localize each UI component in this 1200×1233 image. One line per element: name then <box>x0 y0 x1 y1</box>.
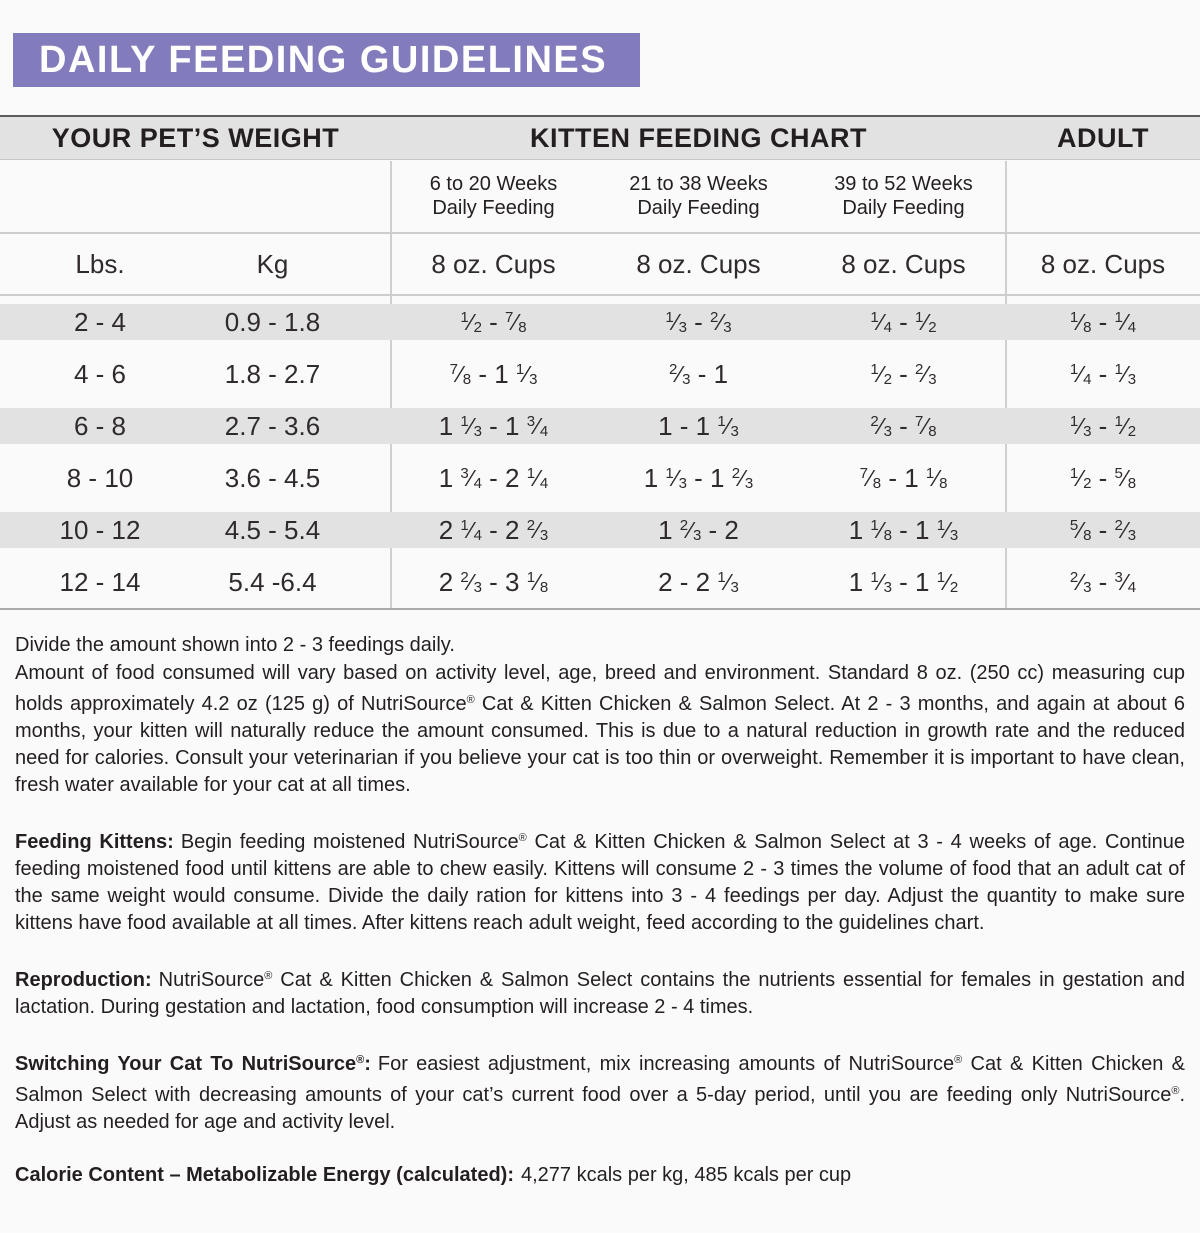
table-row: 6 - 8 2.7 - 3.6 1 1⁄3 - 1 3⁄4 1 - 1 1⁄3 … <box>0 400 1200 452</box>
kg-header: Kg <box>256 248 289 279</box>
feeding-guidelines-page: DAILY FEEDING GUIDELINES YOUR PET’S WEIG… <box>0 33 1200 1233</box>
kitten-feeding-cell-3: 1 1⁄3 - 1 1⁄2 <box>848 566 959 597</box>
notes-section: Divide the amount shown into 2 - 3 feedi… <box>15 632 1185 1189</box>
table-row: 8 - 10 3.6 - 4.5 1 3⁄4 - 2 1⁄4 1 1⁄3 - 1… <box>0 452 1200 504</box>
lbs-cell: 2 - 4 <box>73 306 127 337</box>
section-header-row: YOUR PET’S WEIGHT KITTEN FEEDING CHART A… <box>0 117 1200 160</box>
units-row: Lbs. Kg 8 oz. Cups 8 oz. Cups 8 oz. Cups… <box>0 234 1200 296</box>
divide-note: Divide the amount shown into 2 - 3 feedi… <box>15 634 455 656</box>
week-sublabel: Daily Feeding <box>432 197 555 219</box>
kitten-feeding-cell-1: 1 3⁄4 - 2 1⁄4 <box>438 462 549 493</box>
kitten-feeding-cell-2: 2⁄3 - 1 <box>668 358 729 389</box>
kitten-section-header: KITTEN FEEDING CHART <box>530 122 867 153</box>
week-range: 21 to 38 Weeks <box>629 173 768 195</box>
week-sublabel: Daily Feeding <box>637 197 760 219</box>
kitten-feeding-cell-3: 1⁄2 - 2⁄3 <box>870 358 937 389</box>
note-paragraph-feeding-kittens: Feeding Kittens: Begin feeding moistened … <box>15 825 1185 937</box>
note-paragraph-general: Amount of food consumed will vary based … <box>15 660 1185 799</box>
week-header-39-52: 39 to 52 Weeks Daily Feeding <box>801 172 1006 220</box>
title-bar: DAILY FEEDING GUIDELINES <box>13 33 640 87</box>
kitten-feeding-cell-1: 2 2⁄3 - 3 1⁄8 <box>438 566 549 597</box>
kitten-feeding-cell-2: 1 1⁄3 - 1 2⁄3 <box>643 462 754 493</box>
week-range: 39 to 52 Weeks <box>834 173 973 195</box>
paragraph-lead: Switching Your Cat To NutriSource®: <box>15 1053 371 1075</box>
week-header-6-20: 6 to 20 Weeks Daily Feeding <box>391 172 596 220</box>
kg-cell: 4.5 - 5.4 <box>224 514 321 545</box>
cups-header-kitten-1: 8 oz. Cups <box>431 248 556 279</box>
kg-cell: 3.6 - 4.5 <box>224 462 321 493</box>
lbs-cell: 10 - 12 <box>59 514 141 545</box>
lbs-cell: 6 - 8 <box>73 410 127 441</box>
table-row: 10 - 12 4.5 - 5.4 2 1⁄4 - 2 2⁄3 1 2⁄3 - … <box>0 504 1200 556</box>
lbs-cell: 8 - 10 <box>66 462 134 493</box>
note-paragraph-switching: Switching Your Cat To NutriSource®: For e… <box>15 1047 1185 1136</box>
week-header-21-38: 21 to 38 Weeks Daily Feeding <box>596 172 801 220</box>
kg-cell: 0.9 - 1.8 <box>224 306 321 337</box>
adult-feeding-cell: 1⁄3 - 1⁄2 <box>1069 410 1137 441</box>
table-row: 2 - 4 0.9 - 1.8 1⁄2 - 7⁄8 1⁄3 - 2⁄3 1⁄4 … <box>0 296 1200 348</box>
adult-feeding-cell: 5⁄8 - 2⁄3 <box>1069 514 1137 545</box>
kg-cell: 2.7 - 3.6 <box>224 410 321 441</box>
kitten-feeding-cell-2: 2 - 2 1⁄3 <box>658 566 739 597</box>
adult-feeding-cell: 1⁄8 - 1⁄4 <box>1069 306 1137 337</box>
cups-header-kitten-3: 8 oz. Cups <box>841 248 966 279</box>
paragraph-text: 4,277 kcals per kg, 485 kcals per cup <box>520 1164 852 1186</box>
week-range: 6 to 20 Weeks <box>429 173 558 195</box>
table-row: 12 - 14 5.4 -6.4 2 2⁄3 - 3 1⁄8 2 - 2 1⁄3… <box>0 556 1200 608</box>
adult-section-header: ADULT <box>1057 122 1149 153</box>
adult-feeding-cell: 1⁄4 - 1⁄3 <box>1069 358 1137 389</box>
kitten-feeding-cell-1: 1⁄2 - 7⁄8 <box>460 306 527 337</box>
kitten-feeding-cell-2: 1⁄3 - 2⁄3 <box>665 306 732 337</box>
paragraph-text: Amount of food consumed will vary based … <box>15 662 1185 796</box>
paragraph-text: NutriSource® Cat & Kitten Chicken & Salm… <box>15 969 1185 1018</box>
kitten-feeding-cell-2: 1 - 1 1⁄3 <box>658 410 739 441</box>
cups-header-kitten-2: 8 oz. Cups <box>636 248 761 279</box>
cups-header-adult: 8 oz. Cups <box>1040 248 1166 279</box>
adult-feeding-cell: 2⁄3 - 3⁄4 <box>1069 566 1137 597</box>
week-sublabel: Daily Feeding <box>842 197 965 219</box>
kitten-feeding-cell-3: 1 1⁄8 - 1 1⁄3 <box>848 514 959 545</box>
weight-section-header: YOUR PET’S WEIGHT <box>51 122 340 153</box>
lbs-header: Lbs. <box>75 248 125 279</box>
kitten-feeding-cell-1: 2 1⁄4 - 2 2⁄3 <box>438 514 549 545</box>
kitten-feeding-cell-1: 7⁄8 - 1 1⁄3 <box>449 358 538 389</box>
kg-cell: 5.4 -6.4 <box>228 566 317 597</box>
kg-cell: 1.8 - 2.7 <box>224 358 321 389</box>
paragraph-text: For easiest adjustment, mix increasing a… <box>15 1053 1186 1133</box>
lbs-cell: 4 - 6 <box>73 358 127 389</box>
lbs-cell: 12 - 14 <box>59 566 141 597</box>
paragraph-lead: Feeding Kittens: <box>15 831 174 853</box>
kitten-feeding-cell-1: 1 1⁄3 - 1 3⁄4 <box>438 410 549 441</box>
table-row: 4 - 6 1.8 - 2.7 7⁄8 - 1 1⁄3 2⁄3 - 1 1⁄2 … <box>0 348 1200 400</box>
kitten-feeding-cell-3: 2⁄3 - 7⁄8 <box>870 410 937 441</box>
page-title: DAILY FEEDING GUIDELINES <box>39 38 608 81</box>
kitten-feeding-cell-3: 1⁄4 - 1⁄2 <box>870 306 937 337</box>
week-header-row: 6 to 20 Weeks Daily Feeding 21 to 38 Wee… <box>0 160 1200 234</box>
paragraph-text: Begin feeding moistened NutriSource® Cat… <box>15 831 1186 934</box>
kitten-feeding-cell-3: 7⁄8 - 1 1⁄8 <box>859 462 948 493</box>
kitten-feeding-cell-2: 1 2⁄3 - 2 <box>658 514 739 545</box>
paragraph-lead: Reproduction: <box>15 969 152 991</box>
note-paragraph-reproduction: Reproduction: NutriSource® Cat & Kitten C… <box>15 963 1185 1021</box>
adult-feeding-cell: 1⁄2 - 5⁄8 <box>1069 462 1137 493</box>
feeding-table: YOUR PET’S WEIGHT KITTEN FEEDING CHART A… <box>0 115 1200 610</box>
paragraph-lead: Calorie Content – Metabolizable Energy (… <box>15 1164 514 1186</box>
note-paragraph-calorie-content: Calorie Content – Metabolizable Energy (… <box>15 1162 1185 1189</box>
